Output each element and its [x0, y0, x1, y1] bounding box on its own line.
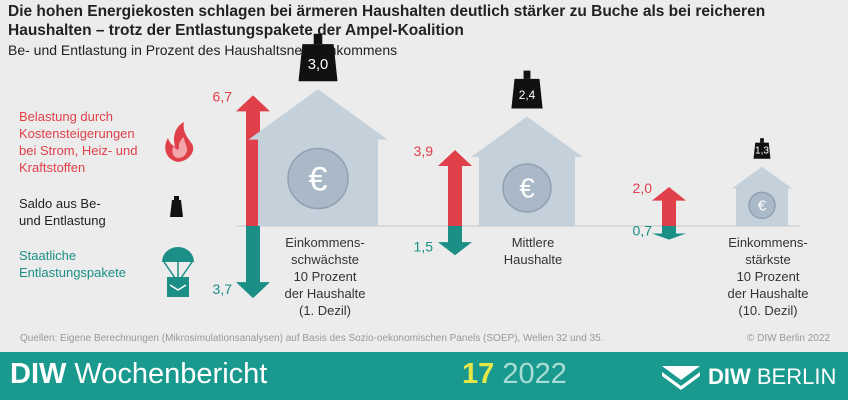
- copyright-note: © DIW Berlin 2022: [747, 333, 830, 344]
- diw-logo-text: DIW BERLIN: [708, 364, 836, 390]
- category-label-line: (1. Dezil): [299, 303, 351, 318]
- legend-saldo-label: Saldo aus Be- und Entlastung: [19, 196, 106, 228]
- publication-brand: DIW Wochenbericht: [10, 358, 267, 391]
- category-label-line: schwächste: [291, 252, 359, 267]
- euro-coin-icon: [748, 191, 776, 220]
- diw-logo-icon: [662, 366, 700, 390]
- burden-arrow: [652, 187, 686, 226]
- weight-handle: [313, 33, 323, 45]
- category-label-line: der Haushalte: [285, 286, 366, 301]
- category-label-line: 10 Prozent: [737, 269, 800, 284]
- brand-bold: DIW: [10, 358, 67, 390]
- chart-title: Die hohen Energiekosten schlagen bei ärm…: [8, 3, 766, 39]
- issue-label: 17 2022: [462, 358, 567, 391]
- logo-bold: DIW: [708, 364, 751, 389]
- saldo-weight-icon: [511, 78, 543, 109]
- flame-icon: [165, 122, 194, 162]
- category-label-line: stärkste: [745, 252, 791, 267]
- saldo-value-label: 3,0: [308, 57, 329, 73]
- burden-value-label: 6,7: [213, 88, 233, 104]
- euro-coin-icon: [287, 147, 349, 210]
- category-label-line: der Haushalte: [728, 286, 809, 301]
- brand-rest: Wochenbericht: [66, 358, 268, 390]
- legend-relief-label: Staatliche Entlastungspakete: [19, 248, 126, 280]
- weight-handle: [523, 70, 531, 79]
- category-label-line: Einkommens-: [728, 235, 807, 250]
- chart-area: 6,7 3,7 €3,0 Einkommens-schwächste 10 Prozen…: [162, 33, 809, 318]
- category-label-line: Einkommens-: [285, 235, 364, 250]
- category-label: Einkommens-stärkste 10 Prozent der Haushal…: [728, 235, 809, 318]
- category-label-line: Haushalte: [504, 252, 563, 267]
- relief-value-label: 3,7: [213, 281, 233, 297]
- footer-bar: DIW Wochenbericht 17 2022 DIW BERLIN: [0, 352, 848, 400]
- weight-icon: [170, 196, 183, 217]
- burden-value-label: 2,0: [633, 180, 653, 196]
- issue-year: 2022: [494, 358, 567, 390]
- relief-arrow: [438, 226, 472, 256]
- euro-sign: €: [758, 198, 767, 215]
- burden-value-label: 3,9: [414, 143, 434, 159]
- relief-arrow: [652, 226, 686, 240]
- category-label: Mittlere Haushalte: [504, 235, 563, 267]
- category-label-line: (10. Dezil): [738, 303, 797, 318]
- euro-coin-icon: [502, 163, 552, 213]
- issue-number: 17: [462, 358, 495, 390]
- diw-logo: DIW BERLIN: [660, 362, 840, 392]
- logo-rest: BERLIN: [750, 364, 837, 389]
- burden-arrow: [236, 95, 270, 226]
- saldo-weight-icon: [753, 142, 771, 159]
- category-label: Einkommens-schwächste 10 Prozent der Haush…: [285, 235, 366, 318]
- category-label-line: 10 Prozent: [294, 269, 357, 284]
- saldo-value-label: 1,3: [755, 145, 769, 156]
- relief-value-label: 0,7: [633, 223, 653, 239]
- category-label-line: Mittlere: [512, 235, 555, 250]
- parachute-icon: [162, 247, 194, 297]
- saldo-value-label: 2,4: [519, 88, 536, 102]
- legend-burden-label: Belastung durch Kostensteigerungen bei S…: [19, 109, 138, 175]
- source-note: Quellen: Eigene Berechnungen (Mikrosimul…: [20, 333, 604, 344]
- saldo-weight-icon: [298, 44, 338, 82]
- chart-subtitle: Be- und Entlastung in Prozent des Hausha…: [8, 42, 398, 58]
- weight-handle: [760, 138, 764, 143]
- relief-arrow: [236, 226, 270, 299]
- relief-value-label: 1,5: [414, 238, 434, 254]
- burden-arrow: [438, 149, 472, 226]
- euro-sign: €: [519, 173, 534, 204]
- euro-sign: €: [308, 160, 327, 198]
